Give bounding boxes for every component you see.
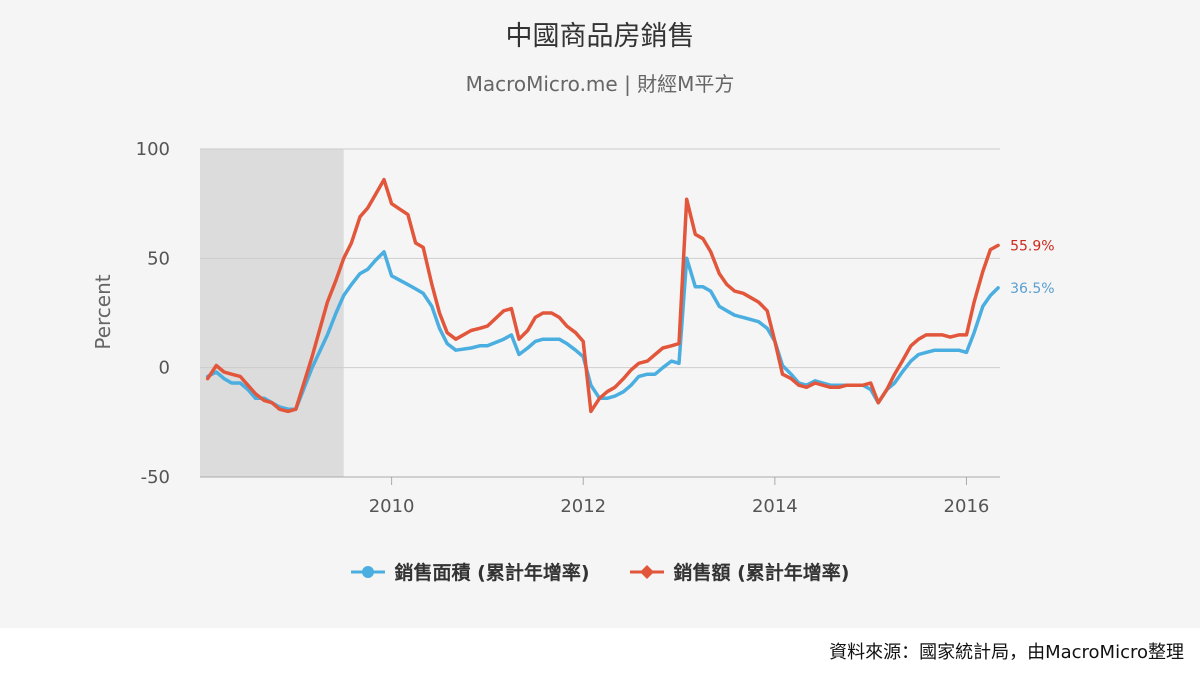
line-chart: -50 0 50 100 2010 2012 2014 2016 36.5% 55.9% — [136, 139, 1055, 517]
legend: 銷售面積 (累計年增率) 銷售額 (累計年增率) — [0, 558, 1200, 585]
chart-area: 中國商品房銷售 MacroMicro.me | 財經M平方 Percent -5… — [0, 21, 1200, 585]
legend-item-sales-area[interactable]: 銷售面積 (累計年增率) — [350, 558, 590, 585]
source-footer: 資料來源：國家統計局，由MacroMicro整理 — [829, 642, 1184, 663]
legend-label-sales-area: 銷售面積 (累計年增率) — [394, 562, 590, 584]
x-tick-label: 2014 — [752, 496, 798, 517]
x-tick-label: 2016 — [944, 496, 990, 517]
y-tick-label: 50 — [147, 248, 170, 269]
legend-item-sales-value[interactable]: 銷售額 (累計年增率) — [629, 558, 850, 585]
circle-marker-icon — [350, 565, 385, 578]
diamond-marker-icon — [629, 564, 664, 579]
chart-title: 中國商品房銷售 — [505, 21, 695, 52]
y-tick-label: -50 — [141, 467, 170, 488]
series-line-1 — [205, 177, 1000, 414]
x-tick-label: 2012 — [560, 496, 606, 517]
chart-subtitle: MacroMicro.me | 財經M平方 — [465, 72, 735, 96]
series-end-label-0: 36.5% — [1010, 281, 1054, 297]
shaded-region — [200, 149, 344, 477]
x-tick-label: 2010 — [369, 496, 415, 517]
legend-label-sales-value: 銷售額 (累計年增率) — [673, 562, 850, 584]
series-end-label-1: 55.9% — [1010, 238, 1054, 254]
y-tick-label: 100 — [136, 139, 170, 160]
y-tick-label: 0 — [159, 358, 170, 379]
